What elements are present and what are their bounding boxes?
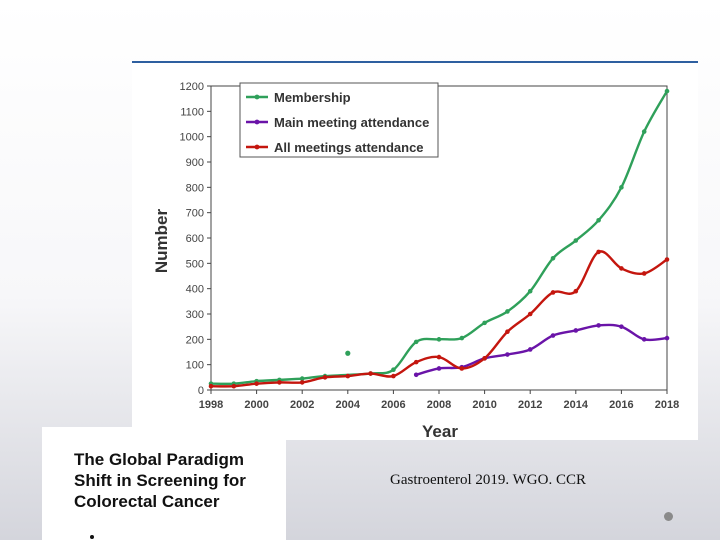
data-point-main-meeting-attendance — [436, 366, 442, 371]
data-point-membership — [459, 335, 465, 341]
data-point-main-meeting-attendance — [550, 333, 556, 338]
data-point-all-meetings-attendance — [573, 288, 579, 294]
y-tick-label: 1200 — [180, 81, 204, 93]
y-tick-label: 800 — [186, 182, 204, 194]
data-point-all-meetings-attendance — [231, 383, 237, 389]
x-tick-label: 2014 — [564, 399, 589, 411]
data-point-all-meetings-attendance — [436, 354, 442, 360]
data-point-all-meetings-attendance — [619, 266, 624, 271]
header-rule — [132, 61, 698, 63]
book-cover-card: The Global Paradigm Shift in Screening f… — [42, 427, 286, 540]
x-tick-label: 2012 — [518, 399, 542, 411]
data-point-membership — [482, 320, 487, 326]
data-point-main-meeting-attendance — [664, 335, 670, 341]
series-group — [208, 88, 670, 389]
outlier-point-membership — [345, 350, 351, 356]
x-tick-label: 2018 — [655, 399, 679, 411]
x-tick-label: 2004 — [336, 399, 361, 411]
y-tick-label: 1100 — [180, 106, 204, 118]
y-tick-label: 1000 — [180, 132, 204, 144]
slide-corner-dot — [664, 512, 673, 521]
x-tick-label: 2008 — [427, 399, 451, 411]
data-point-all-meetings-attendance — [527, 311, 533, 317]
x-tick-label: 2006 — [381, 399, 405, 411]
legend-label-all-meetings-attendance: All meetings attendance — [274, 140, 424, 155]
y-tick-label: 300 — [186, 309, 204, 321]
legend: Membership Main meeting attendance All mee… — [239, 82, 439, 158]
data-point-membership — [573, 238, 579, 243]
data-point-all-meetings-attendance — [482, 356, 487, 361]
data-point-membership — [664, 88, 670, 94]
line-chart: 0 100 200 300 400 500 600 700 800 900 1000 1100 1200… — [152, 81, 680, 440]
series-line-main-meeting-attendance — [415, 323, 668, 376]
data-point-membership — [527, 288, 533, 294]
series-line-all-meetings-attendance — [210, 250, 668, 388]
data-point-main-meeting-attendance — [596, 323, 601, 328]
data-point-all-meetings-attendance — [345, 373, 351, 379]
data-point-all-meetings-attendance — [413, 359, 419, 365]
data-point-main-meeting-attendance — [413, 372, 419, 378]
data-point-all-meetings-attendance — [322, 375, 328, 380]
data-point-membership — [550, 255, 556, 261]
y-tick-label: 400 — [186, 284, 204, 296]
y-tick-label: 600 — [186, 233, 204, 245]
data-point-all-meetings-attendance — [459, 366, 465, 371]
y-axis-label: Number — [152, 209, 171, 274]
y-tick-label: 700 — [186, 208, 204, 220]
legend-marker-membership — [254, 94, 260, 100]
x-tick-label: 2002 — [290, 399, 314, 411]
data-point-membership — [391, 367, 396, 373]
citation-text: Gastroenterol 2019. WGO. CCR — [390, 472, 586, 488]
data-point-all-meetings-attendance — [505, 329, 510, 335]
data-point-membership — [299, 376, 305, 381]
data-point-membership — [413, 339, 419, 345]
data-point-all-meetings-attendance — [277, 380, 282, 385]
data-point-all-meetings-attendance — [299, 380, 305, 385]
legend-marker-all-meetings-attendance — [254, 144, 260, 150]
data-point-all-meetings-attendance — [391, 373, 396, 379]
axes-group: 0 100 200 300 400 500 600 700 800 900 1000 1100 1200… — [180, 81, 680, 411]
legend-label-main-meeting-attendance: Main meeting attendance — [274, 115, 429, 130]
data-point-main-meeting-attendance — [505, 352, 510, 357]
data-point-all-meetings-attendance — [641, 271, 647, 276]
data-point-membership — [505, 309, 510, 314]
data-point-all-meetings-attendance — [254, 381, 259, 386]
data-point-all-meetings-attendance — [596, 249, 601, 255]
legend-box — [239, 82, 439, 158]
y-tick-label: 0 — [198, 385, 204, 397]
chart-panel: 0 100 200 300 400 500 600 700 800 900 1000 1100 1200… — [132, 63, 698, 440]
data-point-membership — [596, 217, 601, 223]
x-tick-label: 2000 — [244, 399, 268, 411]
cover-title: The Global Paradigm Shift in Screening f… — [74, 450, 246, 511]
x-axis-label: Year — [422, 422, 458, 440]
data-point-membership — [436, 337, 442, 342]
data-point-all-meetings-attendance — [368, 371, 373, 376]
data-point-membership — [619, 185, 624, 190]
legend-marker-main-meeting-attendance — [254, 119, 260, 125]
data-point-main-meeting-attendance — [619, 324, 624, 329]
data-point-main-meeting-attendance — [527, 347, 533, 352]
data-point-main-meeting-attendance — [641, 337, 647, 342]
data-point-all-meetings-attendance — [550, 290, 556, 295]
x-tick-label: 2010 — [472, 399, 496, 411]
data-point-main-meeting-attendance — [573, 328, 579, 333]
x-tick-label: 2016 — [609, 399, 633, 411]
x-tick-label: 1998 — [199, 399, 223, 411]
cover-bullet — [90, 535, 94, 539]
y-tick-label: 200 — [186, 334, 204, 346]
data-point-membership — [641, 129, 647, 134]
data-point-all-meetings-attendance — [664, 257, 670, 262]
y-tick-label: 900 — [186, 157, 204, 169]
y-tick-label: 100 — [186, 360, 204, 372]
legend-label-membership: Membership — [274, 90, 351, 105]
data-point-all-meetings-attendance — [208, 383, 214, 389]
y-tick-label: 500 — [186, 258, 204, 270]
